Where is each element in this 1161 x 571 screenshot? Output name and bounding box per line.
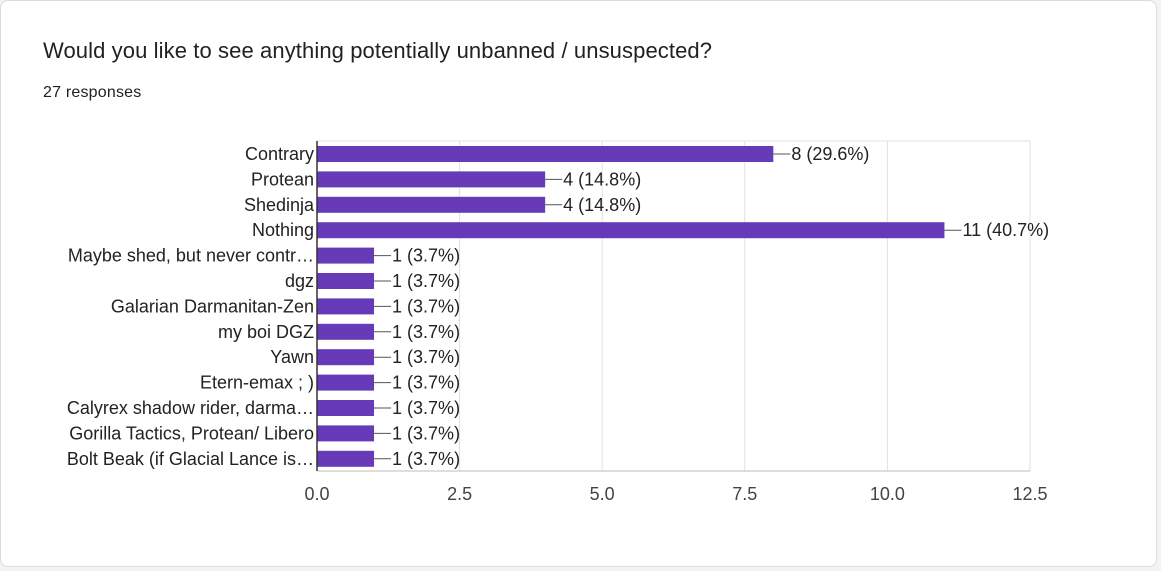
data-label: 1 (3.7%) <box>392 398 460 418</box>
x-tick-label: 5.0 <box>590 484 615 504</box>
data-label: 1 (3.7%) <box>392 246 460 266</box>
category-label: dgz <box>285 271 314 291</box>
data-label: 4 (14.8%) <box>563 169 641 189</box>
data-label: 1 (3.7%) <box>392 423 460 443</box>
bar <box>317 171 546 188</box>
category-label: Galarian Darmanitan-Zen <box>111 296 314 316</box>
data-label: 1 (3.7%) <box>392 347 460 367</box>
bar <box>317 349 375 366</box>
question-title: Would you like to see anything potential… <box>43 38 713 63</box>
bar <box>317 374 375 391</box>
bar <box>317 146 774 162</box>
category-label: Gorilla Tactics, Protean/ Libero <box>69 423 314 443</box>
category-label: Shedinja <box>244 195 315 215</box>
bar <box>317 425 375 442</box>
category-label: Etern-emax ; ) <box>200 373 314 393</box>
x-tick-label: 0.0 <box>304 484 329 504</box>
data-label: 4 (14.8%) <box>563 195 641 215</box>
category-label: Bolt Beak (if Glacial Lance is… <box>67 449 314 469</box>
data-label: 11 (40.7%) <box>962 220 1049 240</box>
x-tick-label: 12.5 <box>1012 484 1047 504</box>
bar <box>317 222 945 239</box>
x-tick-label: 2.5 <box>447 484 472 504</box>
bar <box>317 298 375 315</box>
category-label: Contrary <box>245 144 314 164</box>
bar <box>317 323 375 340</box>
data-label: 1 (3.7%) <box>392 322 460 342</box>
category-label: Nothing <box>252 220 314 240</box>
category-label: Maybe shed, but never contr… <box>68 246 314 266</box>
data-label: 1 (3.7%) <box>392 271 460 291</box>
bar <box>317 196 546 213</box>
data-label: 1 (3.7%) <box>392 296 460 316</box>
data-label: 1 (3.7%) <box>392 449 460 469</box>
category-label: my boi DGZ <box>218 322 314 342</box>
category-label: Protean <box>251 169 314 189</box>
data-label: 1 (3.7%) <box>392 373 460 393</box>
category-label: Calyrex shadow rider, darma… <box>67 398 314 418</box>
category-label: Yawn <box>270 347 314 367</box>
bar <box>317 273 375 289</box>
bar <box>317 400 375 416</box>
response-count: 27 responses <box>43 84 142 101</box>
bar <box>317 450 375 467</box>
data-label: 8 (29.6%) <box>791 144 869 164</box>
bar <box>317 247 375 264</box>
x-tick-label: 10.0 <box>870 484 905 504</box>
x-tick-label: 7.5 <box>732 484 757 504</box>
